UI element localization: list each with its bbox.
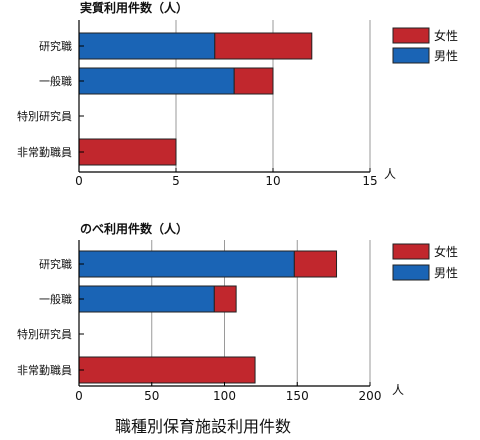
x-unit-label: 人 bbox=[384, 167, 396, 181]
bar-male bbox=[78, 67, 235, 95]
category-label: 一般職 bbox=[39, 293, 72, 306]
category-label: 一般職 bbox=[39, 75, 72, 88]
legend-swatch bbox=[392, 243, 430, 260]
bar-female bbox=[78, 356, 256, 384]
legend-label: 女性 bbox=[434, 244, 458, 259]
x-tick-label: 5 bbox=[172, 174, 180, 188]
bar-male bbox=[78, 32, 216, 60]
category-label: 研究職 bbox=[39, 39, 72, 53]
legend-label: 男性 bbox=[434, 49, 458, 63]
legend-label: 女性 bbox=[434, 28, 458, 43]
x-tick-label: 50 bbox=[144, 389, 159, 403]
chart-title: のべ利用件数（人） bbox=[80, 221, 188, 236]
legend-swatch bbox=[392, 27, 430, 44]
x-unit-label: 人 bbox=[392, 383, 404, 397]
bar-male bbox=[78, 250, 295, 278]
x-tick-label: 200 bbox=[359, 389, 382, 403]
bar-female bbox=[214, 32, 313, 60]
category-label: 特別研究員 bbox=[17, 327, 72, 341]
legend-swatch bbox=[392, 47, 430, 64]
x-tick-label: 100 bbox=[213, 389, 236, 403]
category-label: 研究職 bbox=[39, 257, 72, 271]
bar-female bbox=[213, 285, 237, 313]
legend-swatch bbox=[392, 264, 430, 281]
x-tick-label: 15 bbox=[362, 174, 377, 188]
x-tick-label: 10 bbox=[265, 174, 280, 188]
bar-male bbox=[78, 285, 215, 313]
x-tick-label: 150 bbox=[286, 389, 309, 403]
bar-female bbox=[78, 138, 177, 166]
x-tick-label: 0 bbox=[75, 389, 83, 403]
category-label: 特別研究員 bbox=[17, 109, 72, 123]
category-label: 非常勤職員 bbox=[17, 364, 72, 377]
x-tick-label: 0 bbox=[75, 174, 83, 188]
bar-female bbox=[293, 250, 338, 278]
category-label: 非常勤職員 bbox=[17, 146, 72, 159]
chart-title: 実質利用件数（人） bbox=[80, 0, 188, 15]
figure-title: 職種別保育施設利用件数 bbox=[115, 417, 291, 436]
bar-female bbox=[233, 67, 274, 95]
legend-label: 男性 bbox=[434, 266, 458, 280]
